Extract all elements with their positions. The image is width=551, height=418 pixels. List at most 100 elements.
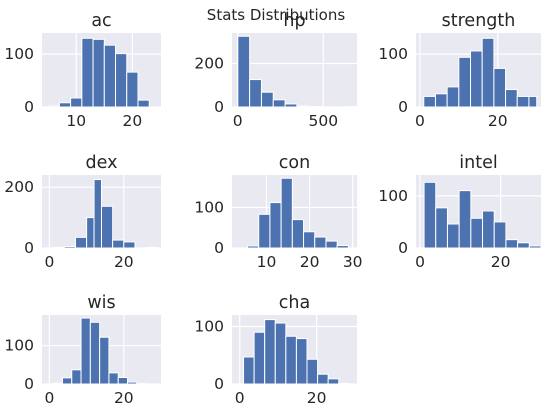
histogram-bar bbox=[247, 245, 260, 249]
histogram-bar bbox=[47, 105, 60, 108]
panel-intel: intel 0 20 0 100 bbox=[378, 153, 542, 271]
histogram-bar bbox=[86, 217, 95, 249]
x-tick-label: 0 bbox=[415, 112, 425, 130]
panel-hp: hp 0 500 0 200 bbox=[194, 11, 357, 130]
histogram-bar bbox=[52, 382, 63, 385]
histogram-bar bbox=[505, 239, 519, 249]
x-tick-label: 0 bbox=[45, 389, 55, 407]
histogram-bar bbox=[145, 246, 158, 249]
histogram-bar bbox=[112, 239, 125, 249]
panel-title: ac bbox=[91, 11, 111, 31]
panel-title: cha bbox=[279, 293, 310, 313]
histogram-bar bbox=[435, 207, 448, 249]
histogram-bar bbox=[58, 102, 72, 108]
y-tick-label: 200 bbox=[4, 178, 34, 196]
histogram-bar bbox=[127, 381, 138, 385]
histogram-bar bbox=[123, 241, 136, 249]
panel-cha: cha 0 20 0 100 bbox=[194, 293, 357, 407]
histogram-bar bbox=[325, 240, 338, 249]
x-tick-label: 0 bbox=[45, 253, 55, 271]
panel-title: con bbox=[279, 153, 310, 173]
figure-suptitle: Stats Distributions bbox=[207, 6, 346, 24]
panel-ac: ac 10 20 0 100 bbox=[4, 11, 161, 130]
histogram-bar bbox=[482, 210, 495, 249]
panel-con: con 10 20 30 0 100 bbox=[194, 153, 362, 271]
histogram-bar bbox=[269, 202, 282, 249]
histogram-bar bbox=[80, 317, 91, 385]
x-tick-label: 0 bbox=[415, 253, 425, 271]
histogram-bar bbox=[89, 321, 101, 385]
histogram-bar bbox=[260, 91, 274, 108]
histogram-bar bbox=[74, 236, 88, 249]
histogram-bar bbox=[126, 71, 139, 108]
histogram-bar bbox=[317, 373, 329, 385]
x-tick-label: 20 bbox=[488, 112, 508, 130]
histogram-bar bbox=[314, 236, 327, 249]
histogram-bar bbox=[108, 372, 119, 385]
histogram-bar bbox=[243, 356, 255, 385]
histogram-bar bbox=[99, 336, 110, 385]
histogram-bar bbox=[280, 177, 293, 249]
histogram-bar bbox=[264, 319, 276, 385]
histogram-bar bbox=[291, 219, 305, 249]
panel-title: dex bbox=[86, 153, 118, 173]
y-tick-label: 100 bbox=[378, 45, 408, 63]
y-tick-label: 0 bbox=[24, 239, 34, 257]
histogram-bar bbox=[285, 335, 297, 385]
x-tick-label: 20 bbox=[114, 253, 134, 271]
histogram-bar bbox=[338, 382, 350, 385]
y-tick-label: 0 bbox=[398, 98, 408, 116]
histogram-bar bbox=[296, 105, 310, 108]
histogram-bar bbox=[528, 95, 538, 108]
y-tick-label: 0 bbox=[214, 375, 224, 393]
histogram-bar bbox=[446, 223, 460, 249]
y-tick-label: 0 bbox=[214, 98, 224, 116]
histogram-bar bbox=[517, 242, 530, 249]
histogram-bar bbox=[115, 53, 128, 108]
histogram-bar bbox=[237, 35, 251, 108]
histogram-bar bbox=[137, 99, 150, 108]
x-tick-label: 10 bbox=[66, 112, 86, 130]
x-tick-label: 20 bbox=[307, 389, 327, 407]
histogram-bar bbox=[103, 44, 117, 108]
histogram-bar bbox=[505, 89, 518, 108]
x-tick-label: 20 bbox=[491, 253, 511, 271]
histogram-bar bbox=[295, 338, 308, 385]
panel-wis: wis 0 20 0 100 bbox=[4, 293, 161, 407]
panel-title: wis bbox=[87, 293, 115, 313]
histogram-bar bbox=[249, 79, 262, 108]
histogram-bar bbox=[63, 245, 76, 249]
y-tick-label: 200 bbox=[194, 54, 224, 72]
x-tick-label: 0 bbox=[235, 389, 245, 407]
histogram-bar bbox=[470, 217, 484, 249]
histogram-bar bbox=[274, 322, 287, 385]
histogram-bar bbox=[52, 246, 65, 249]
histogram-bar bbox=[423, 181, 437, 249]
histogram-bar bbox=[423, 95, 436, 108]
histogram-bar bbox=[434, 93, 448, 108]
x-tick-label: 20 bbox=[114, 389, 134, 407]
y-tick-label: 0 bbox=[398, 239, 408, 257]
histogram-bar bbox=[458, 56, 472, 108]
histogram-bar bbox=[481, 37, 495, 108]
x-tick-label: 10 bbox=[257, 253, 277, 271]
histogram-bar bbox=[493, 221, 507, 249]
y-tick-label: 0 bbox=[24, 375, 34, 393]
panel-title: intel bbox=[459, 153, 497, 173]
y-tick-label: 100 bbox=[378, 187, 408, 205]
histogram-bar bbox=[253, 331, 266, 385]
x-tick-label: 30 bbox=[343, 253, 363, 271]
x-tick-label: 20 bbox=[123, 112, 143, 130]
histogram-bar bbox=[93, 179, 102, 249]
y-tick-label: 0 bbox=[24, 98, 34, 116]
histogram-bar bbox=[81, 37, 94, 108]
histogram-bar bbox=[493, 67, 507, 108]
y-tick-label: 100 bbox=[4, 337, 34, 355]
histogram-bar bbox=[458, 190, 472, 249]
panel-title: hp bbox=[283, 11, 305, 31]
histogram-bar bbox=[92, 38, 105, 108]
histogram-bar bbox=[336, 245, 349, 249]
histogram-bar bbox=[61, 377, 73, 385]
